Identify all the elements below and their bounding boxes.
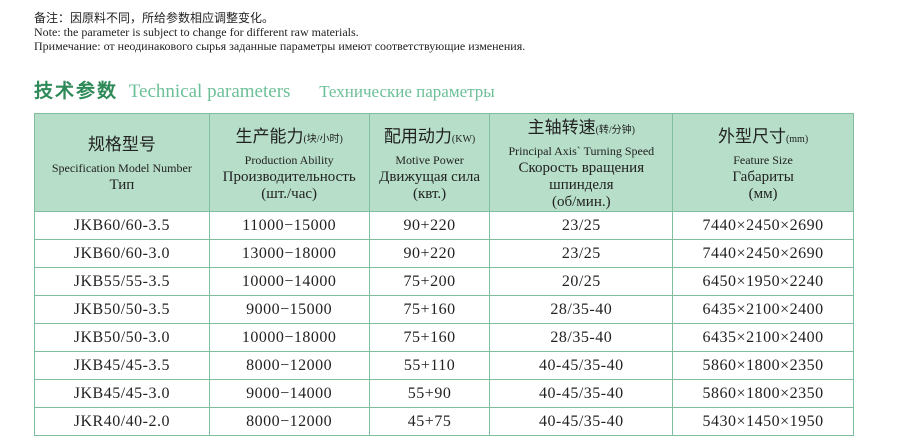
table-cell: 55+90 xyxy=(368,379,491,408)
table-cell: 40-45/35-40 xyxy=(489,379,674,408)
header-en: Motive Power xyxy=(395,152,464,167)
table-row: JKR40/40-2.0 8000−12000 45+75 40-45/35-40 54… xyxy=(34,407,854,436)
table-cell: 28/35-40 xyxy=(489,295,674,324)
header-ru: Скорость вращения шпинделя xyxy=(518,160,645,193)
header-unit: (转/分钟) xyxy=(595,125,636,136)
table-cell: 7440×2450×2690 xyxy=(672,239,854,268)
table-cell: 13000−18000 xyxy=(208,239,370,268)
table-cell: 55+110 xyxy=(368,351,491,380)
header-zh: 主轴转速 xyxy=(527,118,596,138)
header-ru-unit: (шт./час) xyxy=(261,185,318,202)
table-cell: 45+75 xyxy=(368,407,491,436)
header-en: Specification Model Number xyxy=(51,161,192,175)
header-zh: 配用动力 xyxy=(383,126,452,147)
table-cell: 9000−15000 xyxy=(208,295,370,324)
table-cell: JKR40/40-2.0 xyxy=(34,407,210,436)
header-unit: (KW) xyxy=(451,133,476,145)
column-header: 配用动力(KW) Motive Power Движущая сила (квт… xyxy=(368,113,491,212)
note-zh: 备注：因原料不同，所给参数相应调整变化。 xyxy=(34,11,275,25)
header-unit: (mm) xyxy=(785,133,809,145)
table-cell: 6435×2100×2400 xyxy=(672,323,854,352)
title-ru: Технические параметры xyxy=(319,82,495,101)
table-cell: 8000−12000 xyxy=(208,351,370,380)
table-cell: 5860×1800×2350 xyxy=(672,351,854,380)
note-ru: Примечание: от неодинакового сырья задан… xyxy=(34,39,526,53)
table-cell: 23/25 xyxy=(489,239,674,268)
table-cell: 90+220 xyxy=(368,239,491,268)
header-ru: Тип xyxy=(109,177,135,193)
parameters-table: 规格型号 Specification Model Number Тип 生产能力… xyxy=(34,113,854,436)
table-cell: 40-45/35-40 xyxy=(489,407,674,436)
note-en: Note: the parameter is subject to change… xyxy=(34,25,359,39)
table-cell: 8000−12000 xyxy=(208,407,370,436)
header-ru-unit: (мм) xyxy=(748,185,778,202)
table-cell: 10000−18000 xyxy=(208,323,370,352)
title-zh: 技术参数 xyxy=(34,80,119,102)
table-cell: 40-45/35-40 xyxy=(489,351,674,380)
column-header: 生产能力(块/小时) Production Ability Производит… xyxy=(208,113,370,212)
table-cell: JKB45/45-3.5 xyxy=(34,351,210,380)
table-cell: 6450×1950×2240 xyxy=(672,267,854,296)
table-cell: 28/35-40 xyxy=(489,323,674,352)
table-cell: 6435×2100×2400 xyxy=(672,295,854,324)
header-zh: 规格型号 xyxy=(87,135,156,155)
table-cell: JKB45/45-3.0 xyxy=(34,379,210,408)
table-cell: JKB60/60-3.5 xyxy=(34,211,210,240)
header-en: Principal Axis` Turning Speed xyxy=(508,144,655,158)
header-ru: Производительность xyxy=(222,168,356,185)
table-cell: JKB60/60-3.0 xyxy=(34,239,210,268)
header-ru-unit: (квт.) xyxy=(412,185,447,202)
column-header: 规格型号 Specification Model Number Тип xyxy=(34,113,210,212)
table-cell: 5860×1800×2350 xyxy=(672,379,854,408)
table-cell: 7440×2450×2690 xyxy=(672,211,854,240)
table-cell: 9000−14000 xyxy=(208,379,370,408)
title-en: Technical parameters xyxy=(128,81,291,102)
table-cell: JKB50/50-3.5 xyxy=(34,295,210,324)
header-zh: 生产能力 xyxy=(235,126,304,147)
table-cell: 75+160 xyxy=(368,295,491,324)
table-cell: 90+220 xyxy=(368,211,491,240)
table-cell: 11000−15000 xyxy=(208,211,370,240)
column-header: 外型尺寸(mm) Feature Size Габариты (мм) xyxy=(672,113,854,212)
table-row: JKB50/50-3.5 9000−15000 75+160 28/35-40 6435… xyxy=(34,295,854,324)
table-row: JKB55/55-3.5 10000−14000 75+200 20/25 6450×1… xyxy=(34,267,854,296)
table-cell: 10000−14000 xyxy=(208,267,370,296)
table-cell: 75+200 xyxy=(368,267,491,296)
table-cell: 23/25 xyxy=(489,211,674,240)
table-row: JKB45/45-3.5 8000−12000 55+110 40-45/35-40 5… xyxy=(34,351,854,380)
table-cell: 5430×1450×1950 xyxy=(672,407,854,436)
header-ru: Габариты xyxy=(732,168,794,185)
header-unit: (块/小时) xyxy=(303,133,343,145)
header-ru-unit: (об/мин.) xyxy=(552,194,611,210)
header-zh: 外型尺寸 xyxy=(717,126,786,147)
table-row: JKB60/60-3.0 13000−18000 90+220 23/25 7440×2… xyxy=(34,239,854,268)
header-ru: Движущая сила xyxy=(379,168,481,185)
header-en: Feature Size xyxy=(733,152,793,167)
header-en: Production Ability xyxy=(244,152,334,167)
table-cell: JKB55/55-3.5 xyxy=(34,267,210,296)
column-header: 主轴转速(转/分钟) Principal Axis` Turning Speed… xyxy=(489,113,674,212)
table-row: JKB50/50-3.0 10000−18000 75+160 28/35-40 643… xyxy=(34,323,854,352)
section-title: 技术参数 Technical parameters Технические па… xyxy=(34,76,495,103)
table-cell: 20/25 xyxy=(489,267,674,296)
table-row: JKB60/60-3.5 11000−15000 90+220 23/25 7440×2… xyxy=(34,211,854,240)
table-cell: JKB50/50-3.0 xyxy=(34,323,210,352)
table-cell: 75+160 xyxy=(368,323,491,352)
notes: 备注：因原料不同，所给参数相应调整变化。 Note: the parameter… xyxy=(34,11,525,53)
table-row: JKB45/45-3.0 9000−14000 55+90 40-45/35-40 58… xyxy=(34,379,854,408)
